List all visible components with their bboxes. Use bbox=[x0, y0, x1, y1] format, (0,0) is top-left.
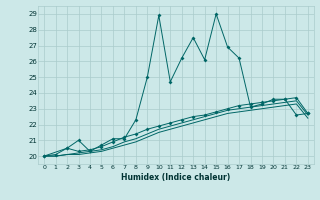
X-axis label: Humidex (Indice chaleur): Humidex (Indice chaleur) bbox=[121, 173, 231, 182]
